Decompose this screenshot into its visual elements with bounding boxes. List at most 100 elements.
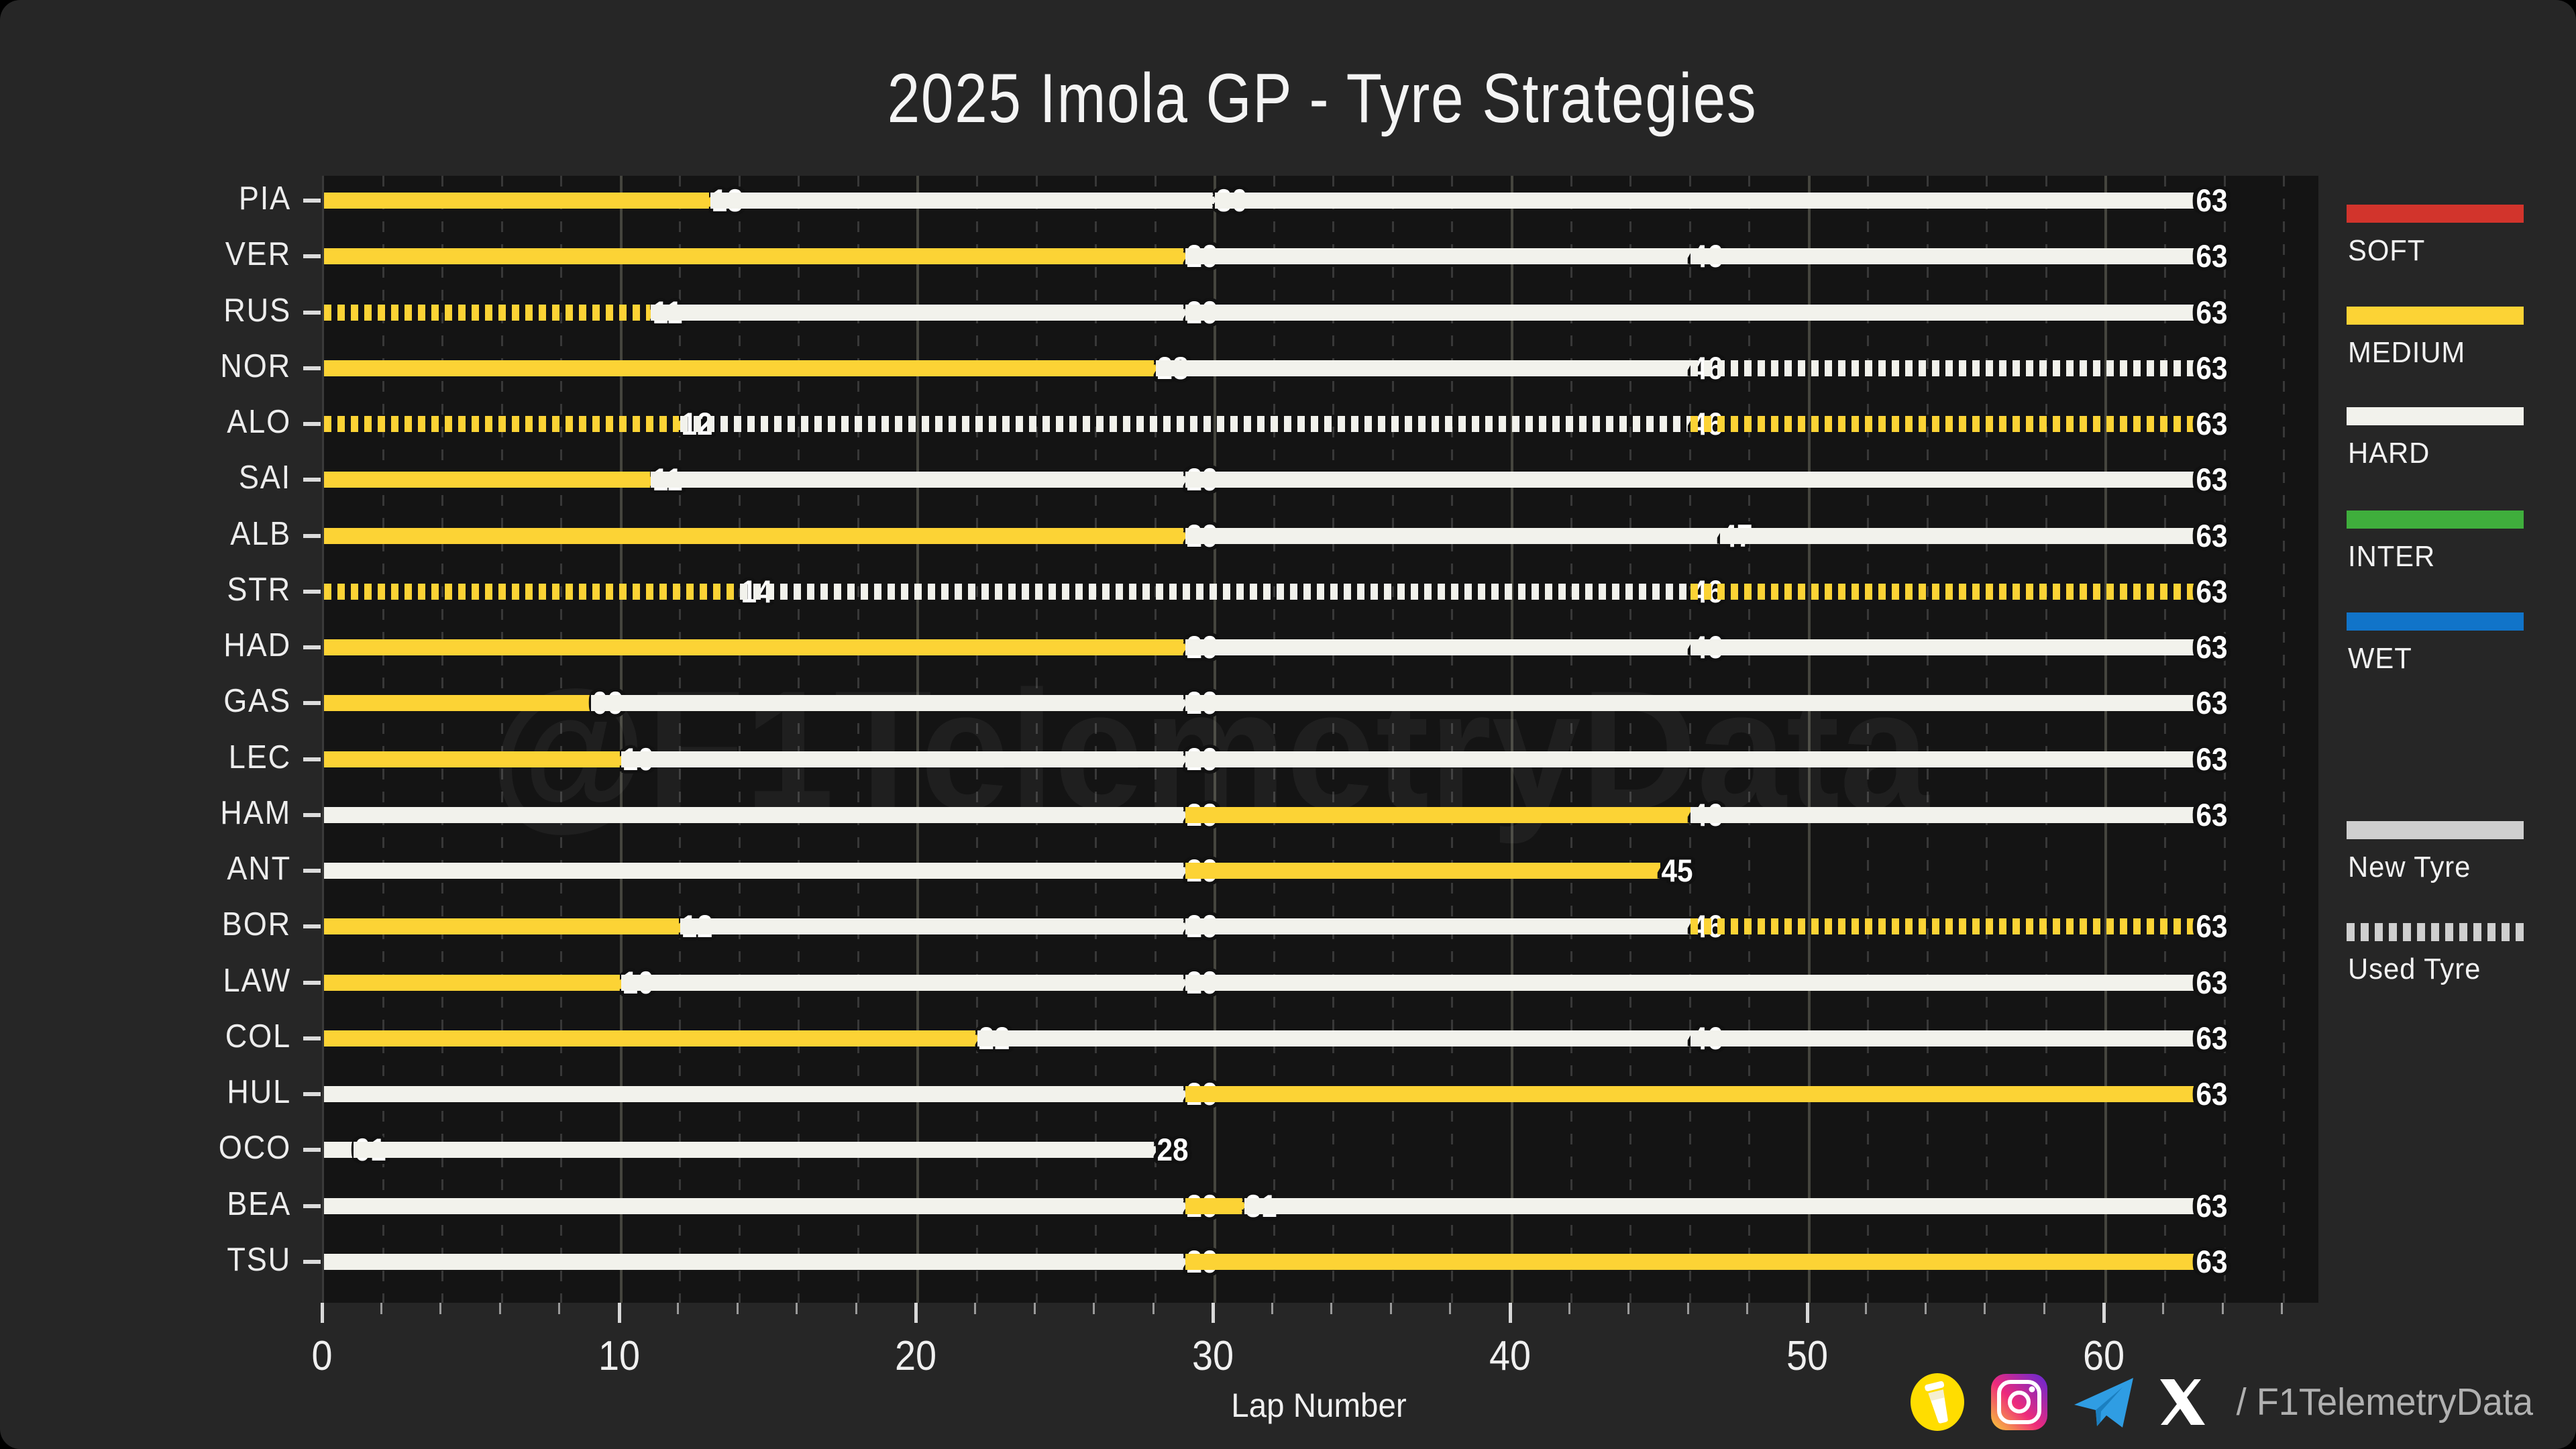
driver-code-label: OCO [218,1130,291,1167]
legend-swatch-new-tyre [2347,821,2524,839]
stint-end-label: 63 [2196,1020,2228,1056]
gridline-minor [1035,176,1038,1303]
driver-code-label: ALB [230,515,291,552]
x-tick-minor [796,1303,798,1314]
driver-code-label: VER [225,236,291,273]
x-tick-major [1212,1303,1216,1323]
stint-bar [324,1253,1185,1270]
stint-end-label: 63 [2196,406,2228,442]
gridline-minor [976,176,979,1303]
x-tick-minor [2161,1303,2164,1314]
gridline-major [1214,176,1217,1303]
gridline-major [916,176,920,1303]
stint-bar [324,639,1185,656]
stint-bar [324,1142,354,1159]
driver-code-label: HAD [223,627,291,664]
stint-end-label: 63 [2196,741,2228,777]
gridline-major [1510,176,1513,1303]
stint-bar [1690,806,2196,823]
gridline-minor [857,176,859,1303]
stint-end-label: 28 [1157,1132,1189,1168]
x-tick-major [914,1303,918,1323]
x-tick-label: 30 [1192,1333,1234,1379]
stint-end-label: 63 [2196,629,2228,665]
x-tick-minor [1330,1303,1333,1314]
x-tick-minor [2281,1303,2284,1314]
legend-swatch-soft [2347,205,2524,223]
gridline-minor [1629,176,1632,1303]
stint-end-label: 63 [2196,350,2228,386]
x-tick-label: 40 [1489,1333,1531,1379]
stint-end-label: 63 [2196,238,2228,274]
x-tick-major [1508,1303,1512,1323]
x-tick-major [2102,1303,2106,1323]
plot-area: @F1TelemetryData 13306329466311296328466… [322,176,2318,1303]
gridline-minor [1451,176,1454,1303]
stint-end-label: 63 [2196,908,2228,945]
y-tick [303,478,321,482]
gridline-minor [2283,176,2286,1303]
stint-bar [324,583,740,600]
gridline-minor [2223,176,2226,1303]
driver-code-label: ALO [227,404,291,441]
gridline-minor [1154,176,1157,1303]
gridline-minor [560,176,563,1303]
gridline-minor [738,176,741,1303]
stint-bar [324,863,1185,879]
y-tick [303,869,321,873]
legend-label-used-tyre: Used Tyre [2348,953,2481,985]
stint-end-label: 63 [2196,1187,2228,1224]
x-tick-label: 20 [895,1333,937,1379]
x-tick-minor [2221,1303,2224,1314]
stint-end-label: 63 [2196,1076,2228,1112]
stint-bar [324,193,710,209]
gridline-minor [1273,176,1275,1303]
x-tick-minor [1568,1303,1570,1314]
stint-bar [1185,974,2196,991]
x-tick-minor [380,1303,382,1314]
gridline-minor [1570,176,1572,1303]
gridline-minor [1688,176,1691,1303]
stint-bar [651,472,1185,488]
x-tick-minor [1627,1303,1630,1314]
x-tick-minor [2043,1303,2045,1314]
stint-bar [324,472,651,488]
legend-label-soft: SOFT [2348,234,2426,267]
stint-bar [1185,1253,2196,1270]
x-tick-label: 10 [598,1333,640,1379]
gridline-minor [441,176,444,1303]
y-tick [303,1259,321,1264]
y-tick [303,757,321,761]
stint-bar [1244,1197,2196,1214]
y-tick [303,1036,321,1040]
y-tick [303,1148,321,1152]
gridline-minor [500,176,503,1303]
gridline-major [619,176,623,1303]
stint-bar [591,695,1185,712]
driver-code-label: BOR [221,906,291,943]
stint-bar [1185,527,1720,544]
y-tick [303,645,321,650]
gridline-minor [382,176,384,1303]
y-tick [303,1203,321,1208]
gridline-minor [2045,176,2047,1303]
gridline-major [2104,176,2108,1303]
stint-bar [739,583,1690,600]
stint-bar [621,974,1185,991]
driver-code-label: LAW [223,962,291,999]
y-tick [303,533,321,538]
x-tick-minor [855,1303,857,1314]
x-tick-label: 60 [2083,1333,2125,1379]
driver-code-label: PIA [238,180,291,217]
y-tick [303,980,321,985]
stint-bar [324,1086,1185,1103]
gridline-minor [1926,176,1929,1303]
gridline-minor [1332,176,1335,1303]
stint-end-label: 45 [1661,853,1693,889]
stint-bar [680,918,1185,935]
stint-end-label: 63 [2196,796,2228,833]
x-axis-title: Lap Number [1231,1387,1407,1424]
driver-code-label: SAI [238,460,291,496]
stint-end-label: 63 [2196,517,2228,553]
legend-label-wet: WET [2348,642,2412,675]
